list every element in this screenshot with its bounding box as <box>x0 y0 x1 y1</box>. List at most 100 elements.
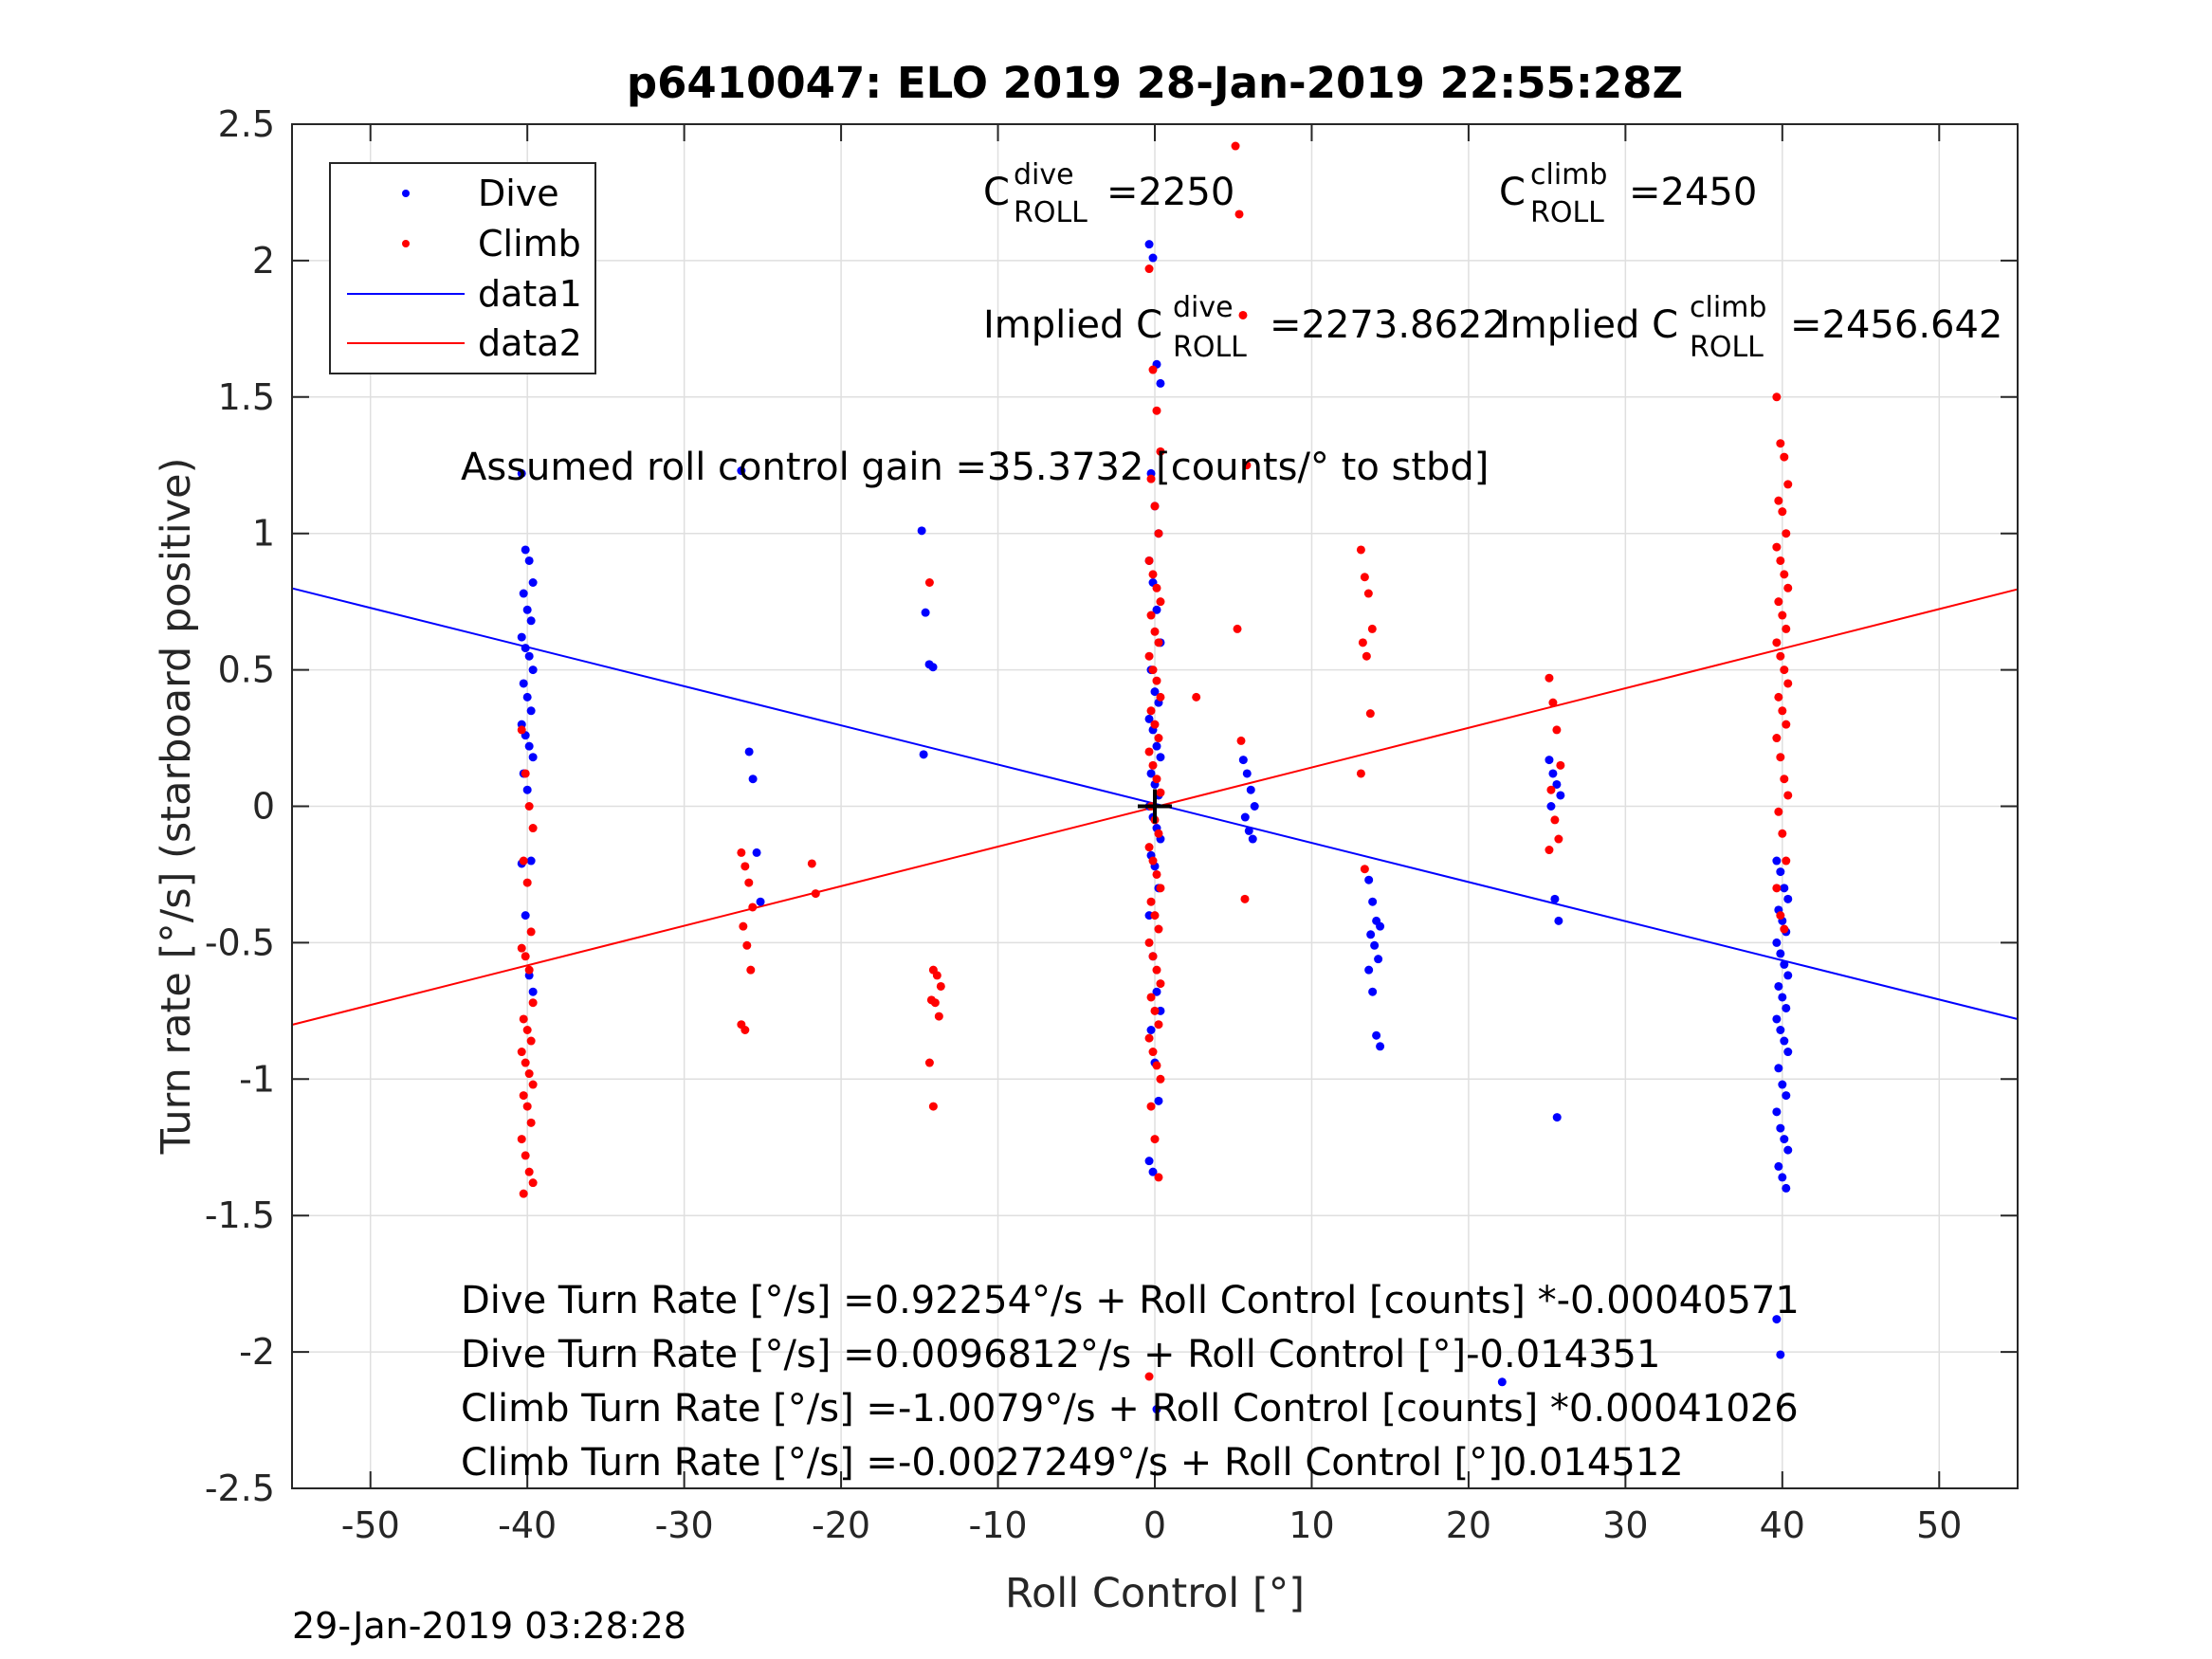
climb-point <box>807 859 816 868</box>
climb-point <box>1774 807 1783 816</box>
dive-point <box>517 468 526 478</box>
legend: Dive Climb data1 data2 <box>329 162 596 374</box>
climb-point <box>1156 597 1165 607</box>
dive-point <box>1774 1161 1783 1171</box>
climb-point <box>1360 573 1369 582</box>
climb-point <box>1154 638 1163 647</box>
climb-point <box>521 769 530 778</box>
x-tick-label: -50 <box>341 1504 400 1546</box>
climb-point <box>526 1036 536 1046</box>
climb-point <box>930 998 940 1008</box>
dive-point <box>1376 921 1385 931</box>
climb-point <box>1780 775 1789 784</box>
climb-point <box>1782 529 1791 538</box>
climb-point <box>1233 624 1242 633</box>
dive-point <box>1783 1048 1793 1057</box>
dive-point <box>1554 916 1563 925</box>
climb-point <box>1150 627 1160 636</box>
climb-point <box>1552 725 1562 735</box>
fit-line-1: Dive Turn Rate [°/s] =0.92254°/s + Roll … <box>461 1279 1800 1322</box>
dive-point <box>1778 1173 1787 1182</box>
y-tick-label: -1 <box>239 1058 275 1100</box>
x-tick-label: -20 <box>812 1504 870 1546</box>
grid <box>292 124 2018 1488</box>
climb-point <box>1231 141 1240 151</box>
dive-point <box>737 466 746 476</box>
dive-point <box>526 706 536 716</box>
climb-point <box>1550 815 1560 825</box>
svg-text:Implied C: Implied C <box>1499 303 1678 347</box>
svg-text:Implied C: Implied C <box>983 303 1162 347</box>
dive-point <box>1150 687 1160 697</box>
y-tick-label: 0.5 <box>218 649 275 691</box>
legend-climb-label: Climb <box>478 223 581 264</box>
climb-point <box>517 1048 526 1057</box>
climb-point <box>1156 788 1165 797</box>
dive-point <box>1550 894 1560 903</box>
climb-point <box>740 1025 750 1034</box>
climb-point <box>528 998 538 1008</box>
dive-point <box>1545 756 1554 765</box>
climb-point <box>1783 679 1793 688</box>
dive-point <box>522 785 532 794</box>
dive-point <box>1146 769 1156 778</box>
climb-point <box>522 1025 532 1034</box>
dive-point <box>524 651 534 661</box>
x-tick-label: -10 <box>969 1504 1028 1546</box>
dive-point <box>1364 965 1374 975</box>
climb-point <box>1356 769 1365 778</box>
climb-point <box>1154 1173 1163 1182</box>
climb-point <box>1780 924 1789 934</box>
climb-point <box>811 889 820 899</box>
dive-point <box>1780 1036 1789 1046</box>
climb-point <box>1778 507 1787 517</box>
dive-point <box>519 589 528 598</box>
dive-point <box>1772 856 1782 866</box>
y-tick-label: 0 <box>252 786 275 828</box>
climb-point <box>739 921 748 931</box>
legend-data1-label: data1 <box>478 273 582 315</box>
climb-point <box>522 1102 532 1111</box>
climb-point <box>748 902 758 912</box>
x-tick-label: 10 <box>1289 1504 1334 1546</box>
climb-point <box>524 1069 534 1079</box>
climb-point <box>746 965 756 975</box>
dive-point <box>1240 812 1250 822</box>
x-tick-label: 30 <box>1602 1504 1648 1546</box>
climb-point <box>1144 938 1154 947</box>
climb-point <box>1144 747 1154 757</box>
climb-point <box>1150 1135 1160 1144</box>
climb-point <box>1150 501 1160 511</box>
annotation-gain: Assumed roll control gain =35.3732 [coun… <box>461 446 1489 489</box>
climb-point <box>932 971 941 980</box>
climb-point <box>1365 709 1375 719</box>
climb-point <box>517 1135 526 1144</box>
climb-point <box>528 824 538 833</box>
climb-point <box>1782 856 1791 866</box>
dive-point <box>528 987 538 996</box>
climb-point <box>1152 583 1161 592</box>
legend-dive-label: Dive <box>478 173 559 214</box>
climb-point <box>936 981 945 991</box>
annotation-implied-dive: Implied C dive ROLL =2273.8622 <box>983 291 1507 364</box>
dive-point <box>517 632 526 642</box>
y-tick-label: -2.5 <box>205 1468 275 1509</box>
climb-point <box>1154 529 1163 538</box>
climb-point <box>1148 856 1158 866</box>
climb-point <box>1358 638 1367 647</box>
climb-point <box>1146 993 1156 1002</box>
climb-point <box>1554 834 1563 844</box>
svg-text:=2250: =2250 <box>1106 171 1234 214</box>
climb-point <box>1774 496 1783 505</box>
climb-point <box>1240 894 1250 903</box>
dive-point <box>1780 959 1789 969</box>
dive-point <box>1238 756 1248 765</box>
dive-point <box>524 556 534 565</box>
climb-point <box>1772 542 1782 552</box>
dive-point <box>1776 867 1785 877</box>
climb-point <box>1362 651 1371 661</box>
climb-point <box>1772 884 1782 893</box>
climb-point <box>1154 734 1163 743</box>
dive-point <box>528 753 538 762</box>
